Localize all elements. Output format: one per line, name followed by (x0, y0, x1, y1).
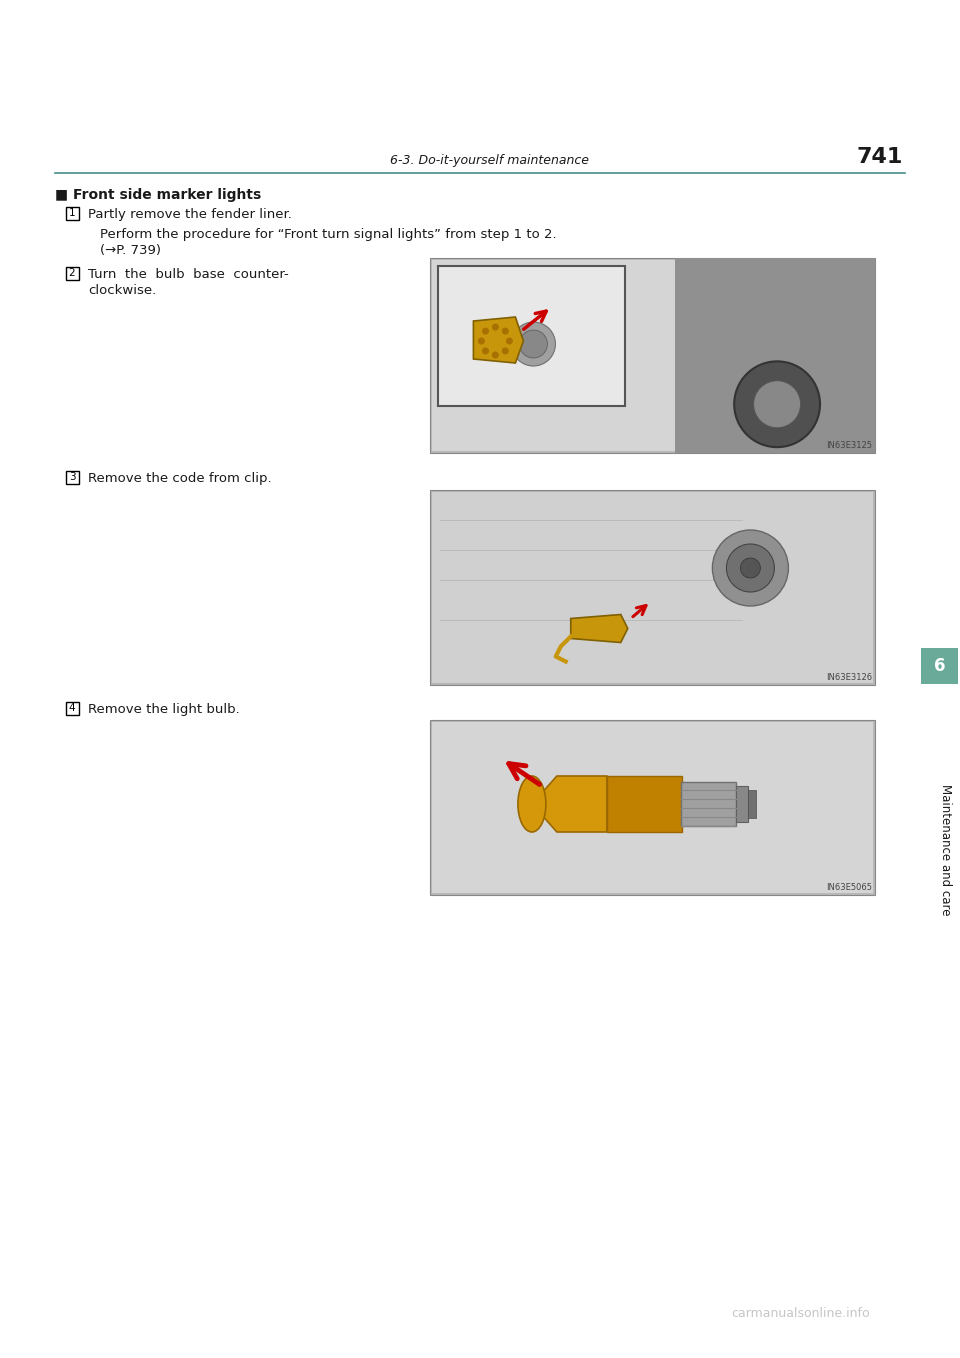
Text: 741: 741 (856, 147, 903, 167)
Circle shape (727, 545, 775, 592)
Bar (430, 258, 875, 454)
Circle shape (478, 338, 485, 345)
Circle shape (482, 348, 489, 354)
Text: 1: 1 (69, 208, 75, 219)
Circle shape (734, 361, 820, 447)
Bar (65, 266, 79, 280)
Text: Remove the code from clip.: Remove the code from clip. (88, 473, 272, 485)
Text: IN63E3126: IN63E3126 (826, 674, 872, 682)
Text: 6: 6 (934, 657, 946, 675)
Text: carmanualsonline.info: carmanualsonline.info (732, 1306, 870, 1320)
Polygon shape (571, 615, 628, 642)
Text: Remove the light bulb.: Remove the light bulb. (88, 703, 240, 716)
Circle shape (712, 530, 788, 606)
Polygon shape (532, 775, 607, 832)
Bar (675, 258, 875, 454)
Polygon shape (473, 316, 523, 363)
Bar (65, 206, 79, 220)
Circle shape (754, 380, 801, 428)
Text: 3: 3 (69, 473, 75, 482)
Text: ■ Front side marker lights: ■ Front side marker lights (55, 187, 261, 202)
Bar (65, 470, 79, 483)
Text: (→P. 739): (→P. 739) (100, 244, 161, 257)
Circle shape (482, 327, 489, 334)
Bar (432, 259, 873, 451)
Circle shape (502, 327, 509, 334)
Bar (438, 266, 625, 406)
Circle shape (492, 352, 499, 359)
Circle shape (492, 323, 499, 330)
Text: clockwise.: clockwise. (88, 284, 156, 297)
Circle shape (502, 348, 509, 354)
Text: Perform the procedure for “Front turn signal lights” from step 1 to 2.: Perform the procedure for “Front turn si… (100, 228, 557, 240)
Text: Maintenance and care: Maintenance and care (939, 785, 951, 915)
Text: 2: 2 (69, 268, 75, 278)
Bar (432, 722, 873, 894)
Bar (430, 490, 875, 684)
Circle shape (512, 322, 556, 367)
Bar (681, 782, 736, 826)
Bar (736, 786, 748, 822)
Bar (607, 775, 682, 832)
Text: IN63E5065: IN63E5065 (826, 883, 872, 892)
Circle shape (506, 338, 513, 345)
Text: 6-3. Do-it-yourself maintenance: 6-3. Do-it-yourself maintenance (391, 153, 589, 167)
Bar (432, 492, 873, 683)
Ellipse shape (517, 775, 546, 832)
Text: Turn  the  bulb  base  counter-: Turn the bulb base counter- (88, 268, 289, 281)
Bar (748, 790, 756, 818)
Text: Partly remove the fender liner.: Partly remove the fender liner. (88, 208, 292, 221)
Text: IN63E3125: IN63E3125 (826, 441, 872, 449)
Bar (921, 648, 958, 684)
Bar (65, 702, 79, 714)
Text: 4: 4 (69, 703, 75, 713)
Bar (430, 720, 875, 895)
Circle shape (519, 330, 547, 359)
Circle shape (740, 558, 760, 579)
